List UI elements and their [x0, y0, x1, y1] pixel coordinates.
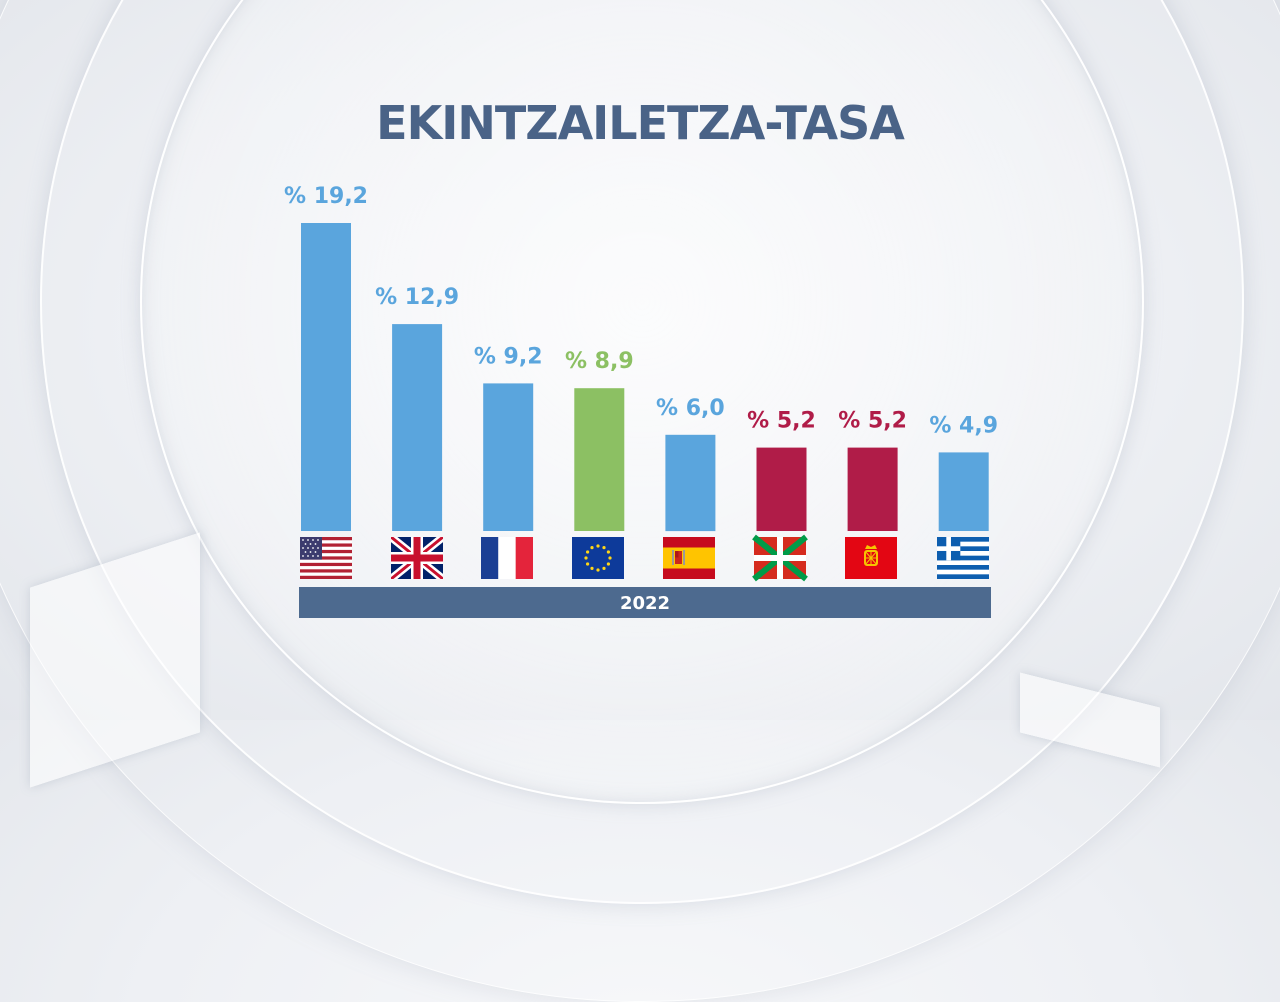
- bar-navarre: [847, 447, 898, 531]
- value-label-us: % 19,2: [284, 184, 368, 209]
- basque-flag: [752, 534, 808, 582]
- value-label-greece: % 4,9: [929, 413, 998, 438]
- bar-spain: [665, 434, 716, 532]
- bar-basque: [756, 447, 807, 531]
- us-flag: [300, 537, 352, 579]
- uk-flag: [391, 537, 443, 579]
- bar-eu: [574, 388, 625, 531]
- value-label-spain: % 6,0: [656, 396, 725, 421]
- value-label-navarre: % 5,2: [838, 409, 907, 434]
- navarre-flag: [845, 537, 897, 579]
- france-flag: [481, 537, 533, 579]
- value-label-eu: % 8,9: [565, 349, 634, 374]
- year-band: [299, 587, 991, 618]
- bar-uk: [392, 324, 443, 531]
- spain-flag: [663, 537, 715, 579]
- bar-greece: [938, 452, 989, 531]
- eu-flag: [572, 537, 624, 579]
- value-label-uk: % 12,9: [375, 285, 459, 310]
- year-label: 2022: [620, 593, 670, 614]
- greece-flag: [937, 537, 989, 579]
- bar-france: [483, 383, 534, 531]
- bar-us: [301, 223, 351, 531]
- bar-chart: % 19,2 % 12,9 % 9,2 % 8,9 % 6,0 % 5,2 % 5,2 % 4…: [284, 184, 998, 618]
- chart-title: EKINTZAILETZA-TASA: [376, 96, 905, 150]
- value-label-france: % 9,2: [474, 344, 543, 369]
- value-label-basque: % 5,2: [747, 409, 816, 434]
